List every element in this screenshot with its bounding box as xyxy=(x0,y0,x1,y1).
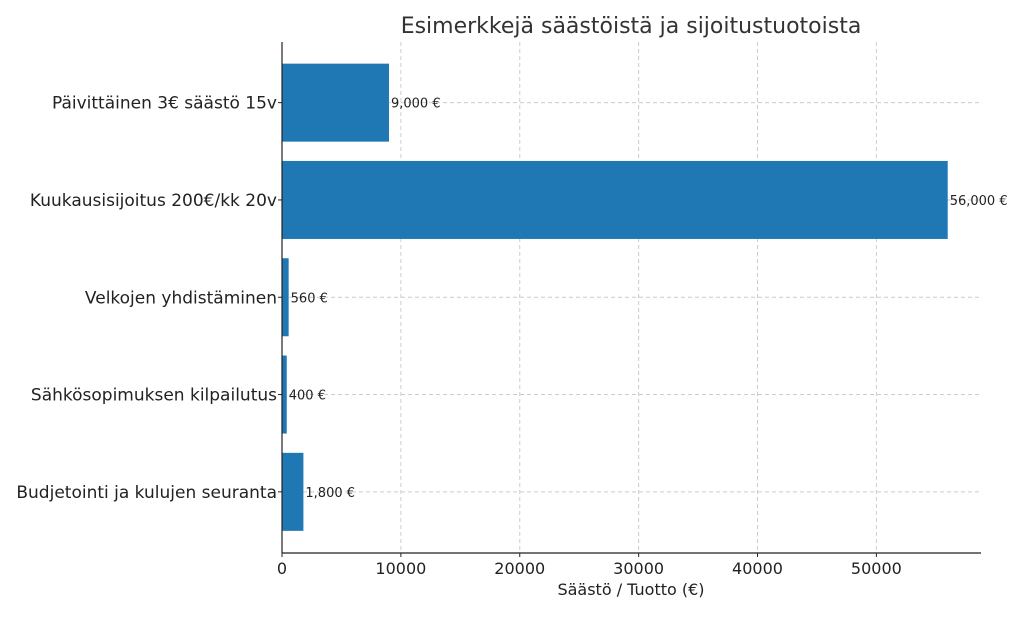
y-tick-label-3: Sähkösopimuksen kilpailutus xyxy=(31,386,277,406)
x-tick-label-1: 10000 xyxy=(375,559,426,578)
data-labels: 9,000 € 56,000 € 560 € 400 € 1,800 € xyxy=(289,97,1008,501)
bar-1 xyxy=(282,160,948,239)
x-tick-label-2: 20000 xyxy=(494,559,545,578)
data-label-2: 560 € xyxy=(291,291,328,306)
data-label-1: 56,000 € xyxy=(950,194,1008,209)
bar-4 xyxy=(282,452,304,531)
x-tick-label-4: 40000 xyxy=(732,559,783,578)
x-tick-label-0: 0 xyxy=(277,559,287,578)
y-tick-label-2: Velkojen yhdistäminen xyxy=(85,288,277,308)
y-tick-label-4: Budjetointi ja kulujen seuranta xyxy=(16,483,277,503)
data-label-3: 400 € xyxy=(289,389,326,404)
data-label-4: 1,800 € xyxy=(305,486,355,501)
chart-title: Esimerkkejä säästöistä ja sijoitustuotoi… xyxy=(401,14,862,39)
bars-group xyxy=(282,63,948,531)
bar-3 xyxy=(282,355,287,434)
bar-2 xyxy=(282,258,289,337)
y-tick-labels: Päivittäinen 3€ säästö 15v Kuukausisijoit… xyxy=(16,94,282,503)
y-tick-label-0: Päivittäinen 3€ säästö 15v xyxy=(52,94,277,114)
x-axis-label: Säästö / Tuotto (€) xyxy=(557,580,704,599)
x-tick-label-3: 30000 xyxy=(613,559,664,578)
x-tick-label-5: 50000 xyxy=(851,559,902,578)
bar-0 xyxy=(282,63,389,142)
data-label-0: 9,000 € xyxy=(391,97,441,112)
y-tick-label-1: Kuukausisijoitus 200€/kk 20v xyxy=(30,191,277,211)
x-tick-labels: 0 10000 20000 30000 40000 50000 xyxy=(277,553,902,578)
